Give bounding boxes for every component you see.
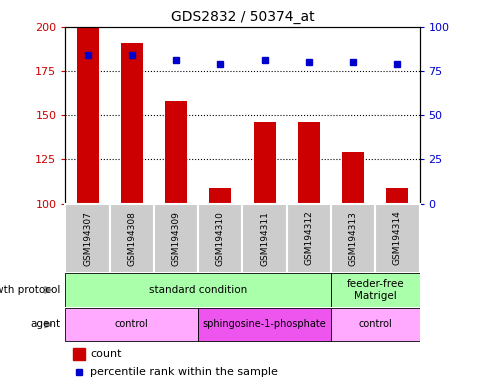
Text: GSM194311: GSM194311 xyxy=(259,211,269,265)
Bar xyxy=(209,188,231,204)
Text: GSM194310: GSM194310 xyxy=(215,211,225,265)
Bar xyxy=(73,348,85,359)
Text: GSM194313: GSM194313 xyxy=(348,211,357,265)
FancyBboxPatch shape xyxy=(330,308,419,341)
Bar xyxy=(76,27,98,204)
Text: GSM194307: GSM194307 xyxy=(83,211,92,265)
FancyBboxPatch shape xyxy=(109,204,153,273)
Text: control: control xyxy=(358,319,392,329)
Text: control: control xyxy=(115,319,149,329)
Text: growth protocol: growth protocol xyxy=(0,285,60,295)
FancyBboxPatch shape xyxy=(198,308,330,341)
FancyBboxPatch shape xyxy=(330,273,419,306)
Title: GDS2832 / 50374_at: GDS2832 / 50374_at xyxy=(170,10,314,25)
FancyBboxPatch shape xyxy=(65,204,109,273)
Text: GSM194314: GSM194314 xyxy=(392,211,401,265)
FancyBboxPatch shape xyxy=(330,204,375,273)
Text: sphingosine-1-phosphate: sphingosine-1-phosphate xyxy=(202,319,326,329)
Text: count: count xyxy=(90,349,121,359)
Text: GSM194308: GSM194308 xyxy=(127,211,136,265)
Text: standard condition: standard condition xyxy=(149,285,247,295)
FancyBboxPatch shape xyxy=(198,204,242,273)
FancyBboxPatch shape xyxy=(242,204,286,273)
Text: GSM194312: GSM194312 xyxy=(304,211,313,265)
Bar xyxy=(253,122,275,204)
Bar xyxy=(165,101,187,204)
Text: agent: agent xyxy=(30,319,60,329)
Text: feeder-free
Matrigel: feeder-free Matrigel xyxy=(346,279,403,301)
FancyBboxPatch shape xyxy=(65,308,198,341)
FancyBboxPatch shape xyxy=(153,204,198,273)
Bar xyxy=(121,43,143,204)
Bar xyxy=(297,122,319,204)
FancyBboxPatch shape xyxy=(375,204,419,273)
FancyBboxPatch shape xyxy=(286,204,330,273)
FancyBboxPatch shape xyxy=(65,273,330,306)
Text: percentile rank within the sample: percentile rank within the sample xyxy=(90,367,277,377)
Bar xyxy=(341,152,363,204)
Text: GSM194309: GSM194309 xyxy=(171,211,180,265)
Bar xyxy=(386,188,408,204)
